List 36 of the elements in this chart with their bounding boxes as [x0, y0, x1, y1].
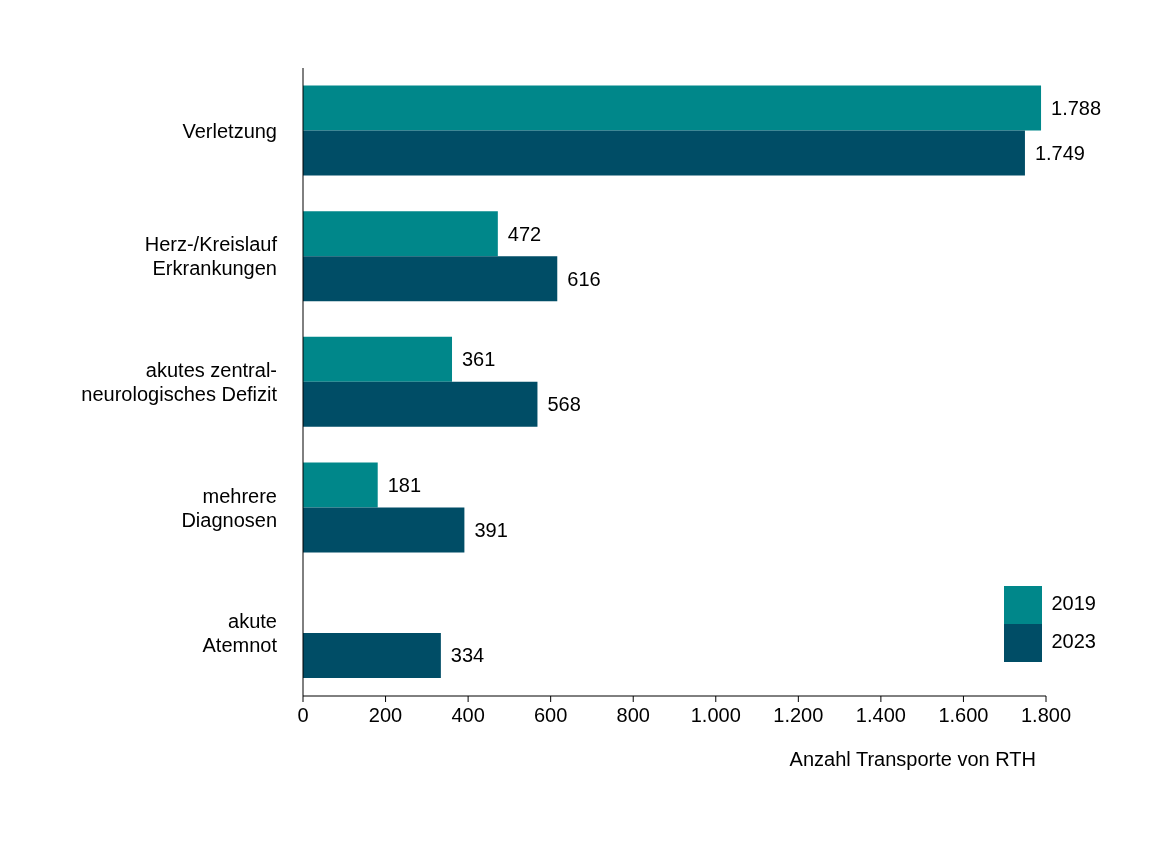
x-axis-title: Anzahl Transporte von RTH: [789, 748, 1036, 770]
data-label: 616: [567, 267, 601, 290]
data-label: 361: [462, 348, 496, 371]
bar: [303, 381, 538, 427]
bar: [303, 632, 441, 678]
data-label: 472: [507, 222, 542, 245]
x-tick-label: 600: [533, 704, 568, 727]
bar: [303, 462, 378, 508]
bar: [303, 507, 465, 553]
x-tick-label: 1.200: [773, 704, 824, 727]
data-label: 1.749: [1034, 142, 1086, 165]
data-label: 334: [450, 644, 485, 667]
x-tick-label: 1.000: [690, 704, 741, 727]
bar: [303, 336, 453, 382]
x-tick-label: 1.400: [855, 704, 906, 727]
y-tick-label: Verletzung: [182, 119, 277, 142]
legend-label: 2019: [1051, 592, 1096, 615]
x-tick-label: 0: [297, 704, 309, 727]
data-label: 391: [474, 518, 508, 541]
y-tick-label: akute Atemnot: [202, 610, 278, 657]
data-label: 1.788: [1051, 97, 1102, 120]
bar: [303, 211, 498, 257]
x-tick-label: 200: [368, 704, 403, 727]
data-label: 181: [387, 473, 422, 496]
y-tick-label: mehrere Diagnosen: [181, 484, 277, 531]
bar: [303, 85, 1042, 131]
bar: [303, 130, 1025, 176]
legend-label: 2023: [1051, 630, 1096, 653]
x-tick-label: 800: [616, 704, 650, 727]
y-tick-label: Herz-/Kreislauf Erkrankungen: [144, 233, 278, 280]
x-tick-label: 1.800: [1020, 704, 1072, 727]
y-tick-label: akutes zentral- neurologisches Defizit: [81, 359, 278, 405]
bar: [303, 256, 558, 302]
x-tick-label: 1.600: [938, 704, 989, 727]
data-label: 568: [547, 393, 581, 416]
x-tick-label: 400: [451, 704, 485, 727]
